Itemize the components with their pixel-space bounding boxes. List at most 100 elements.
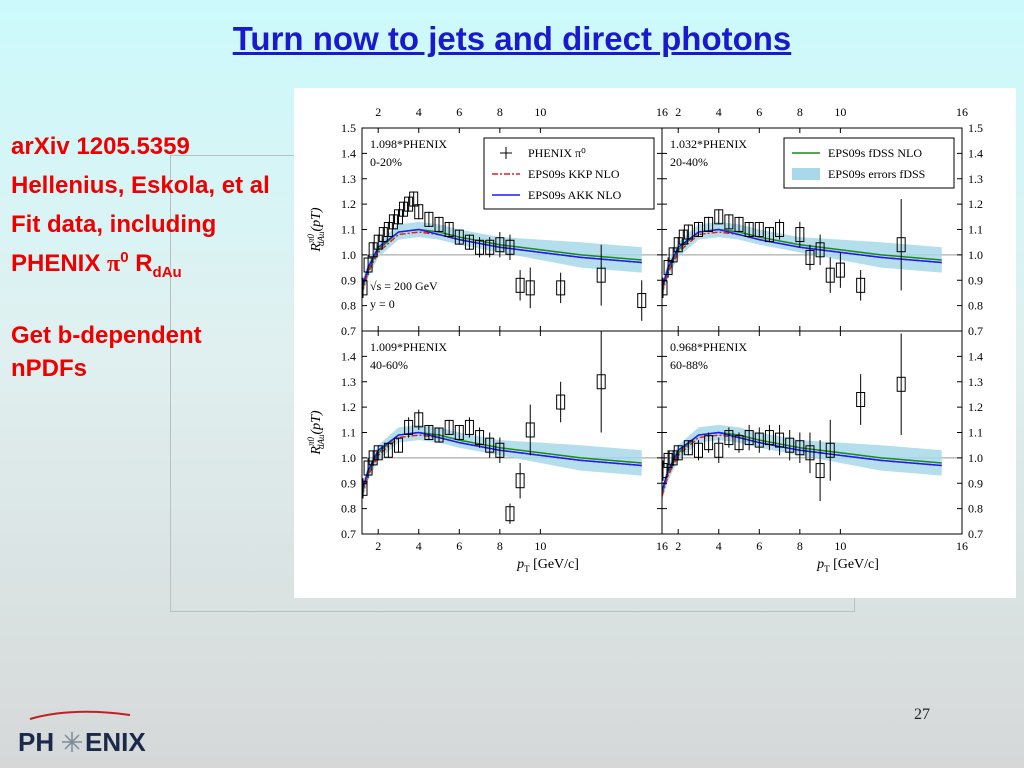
data-box — [805, 249, 815, 265]
error-band — [362, 424, 642, 502]
data-box — [673, 445, 683, 461]
y-tick-label: 1.3 — [968, 375, 983, 389]
label-part: T — [824, 564, 830, 574]
panel-label: 1.098*PHENIX — [370, 137, 447, 151]
data-box — [835, 262, 845, 278]
y-tick-label: 0.9 — [968, 476, 983, 490]
data-box — [856, 277, 866, 293]
data-box — [678, 229, 688, 245]
y-tick-label: 0.8 — [968, 299, 983, 313]
y-tick-label: 1.4 — [968, 349, 983, 363]
y-tick-label: 1.2 — [968, 400, 983, 414]
data-box — [714, 209, 724, 225]
data-box — [775, 222, 785, 237]
data-box — [495, 237, 505, 253]
data-box — [409, 191, 419, 207]
x-tick-label: 4 — [416, 539, 422, 553]
data-box — [896, 376, 906, 392]
data-box — [683, 224, 693, 240]
data-box — [556, 280, 566, 296]
data-box — [368, 242, 378, 258]
data-box — [785, 437, 795, 453]
data-box — [663, 452, 673, 468]
y-tick-label: 1.0 — [341, 451, 356, 465]
label-part: (pT) — [309, 410, 324, 434]
note: arXiv 1205.5359 — [11, 133, 190, 160]
label-part: [GeV/c] — [830, 557, 879, 572]
panel-label: 1.032*PHENIX — [670, 137, 747, 151]
x-tick-label: 6 — [756, 539, 762, 553]
label-part: R — [309, 446, 324, 456]
data-box — [424, 211, 434, 227]
note: Get b-dependent nPDFs — [11, 321, 202, 382]
data-box — [515, 473, 525, 489]
data-box — [744, 222, 754, 237]
data-box — [856, 392, 866, 408]
data-box — [404, 419, 414, 435]
label-part: T — [524, 564, 530, 574]
y-tick-label: 0.9 — [968, 273, 983, 287]
y-tick-label: 1.2 — [968, 197, 983, 211]
data-box — [454, 229, 464, 245]
data-box — [383, 222, 393, 237]
data-box — [444, 419, 454, 435]
legend-label: EPS09s fDSS NLO — [828, 146, 922, 160]
y-tick-label: 1.1 — [968, 223, 983, 237]
data-box — [363, 460, 373, 476]
data-box — [362, 480, 368, 496]
data-box — [444, 222, 454, 237]
y-tick-label: 1.3 — [341, 375, 356, 389]
note-text: Fit data, including PHENIX — [11, 211, 217, 277]
data-box — [434, 427, 444, 443]
data-box — [373, 234, 383, 250]
data-box — [362, 280, 368, 296]
label-part: π0 — [306, 437, 316, 447]
plot-area — [362, 331, 662, 524]
data-box — [525, 422, 535, 438]
logo: PH ENIX — [18, 710, 146, 757]
notes: arXiv 1205.5359 Hellenius, Eskola, et al… — [11, 130, 271, 391]
label-part: [GeV/c] — [530, 557, 579, 572]
y-tick-label: 1.3 — [968, 172, 983, 186]
x-axis-label: pT [GeV/c] — [516, 557, 579, 574]
data-box — [414, 412, 424, 428]
data-box — [825, 267, 835, 283]
y-tick-label: 0.7 — [968, 324, 983, 338]
figure: 2 4 6 8 10 160.70.80.91.01.11.21.31.41.51.098… — [294, 88, 1016, 598]
x-tick-label: 6 — [756, 105, 762, 119]
data-box — [734, 216, 744, 232]
note-symbol: π — [107, 251, 121, 277]
x-tick-label: 4 — [416, 105, 422, 119]
panel-label: 40-60% — [370, 358, 408, 372]
data-box — [363, 257, 373, 273]
data-box — [683, 440, 693, 456]
label-part: dAu — [316, 434, 326, 449]
data-box — [373, 445, 383, 461]
data-box — [368, 450, 378, 466]
data-box — [399, 201, 409, 217]
y-tick-label: 1.4 — [968, 146, 983, 160]
label-part: R — [309, 243, 324, 253]
label-part: π0 — [306, 234, 316, 244]
logo-text: ENIX — [85, 727, 146, 757]
title-text: Turn now to jets and direct photons — [232, 20, 792, 57]
x-tick-label: 8 — [797, 105, 803, 119]
label-part: dAu — [316, 231, 326, 246]
y-tick-label: 0.8 — [341, 299, 356, 313]
label-part: p — [816, 557, 824, 572]
data-box — [704, 435, 714, 451]
x-tick-label: 2 — [675, 105, 681, 119]
y-tick-label: 1.2 — [341, 400, 356, 414]
data-box — [693, 222, 703, 237]
panel-label: 0-20% — [370, 155, 402, 169]
data-box — [693, 442, 703, 458]
data-box — [505, 239, 515, 255]
data-box — [754, 432, 764, 448]
page-number: 27 — [914, 706, 930, 723]
data-box — [596, 374, 606, 390]
data-box — [464, 234, 474, 250]
model-line — [662, 228, 942, 291]
x-tick-label: 2 — [675, 539, 681, 553]
data-box — [414, 204, 424, 220]
error-band — [362, 221, 642, 299]
